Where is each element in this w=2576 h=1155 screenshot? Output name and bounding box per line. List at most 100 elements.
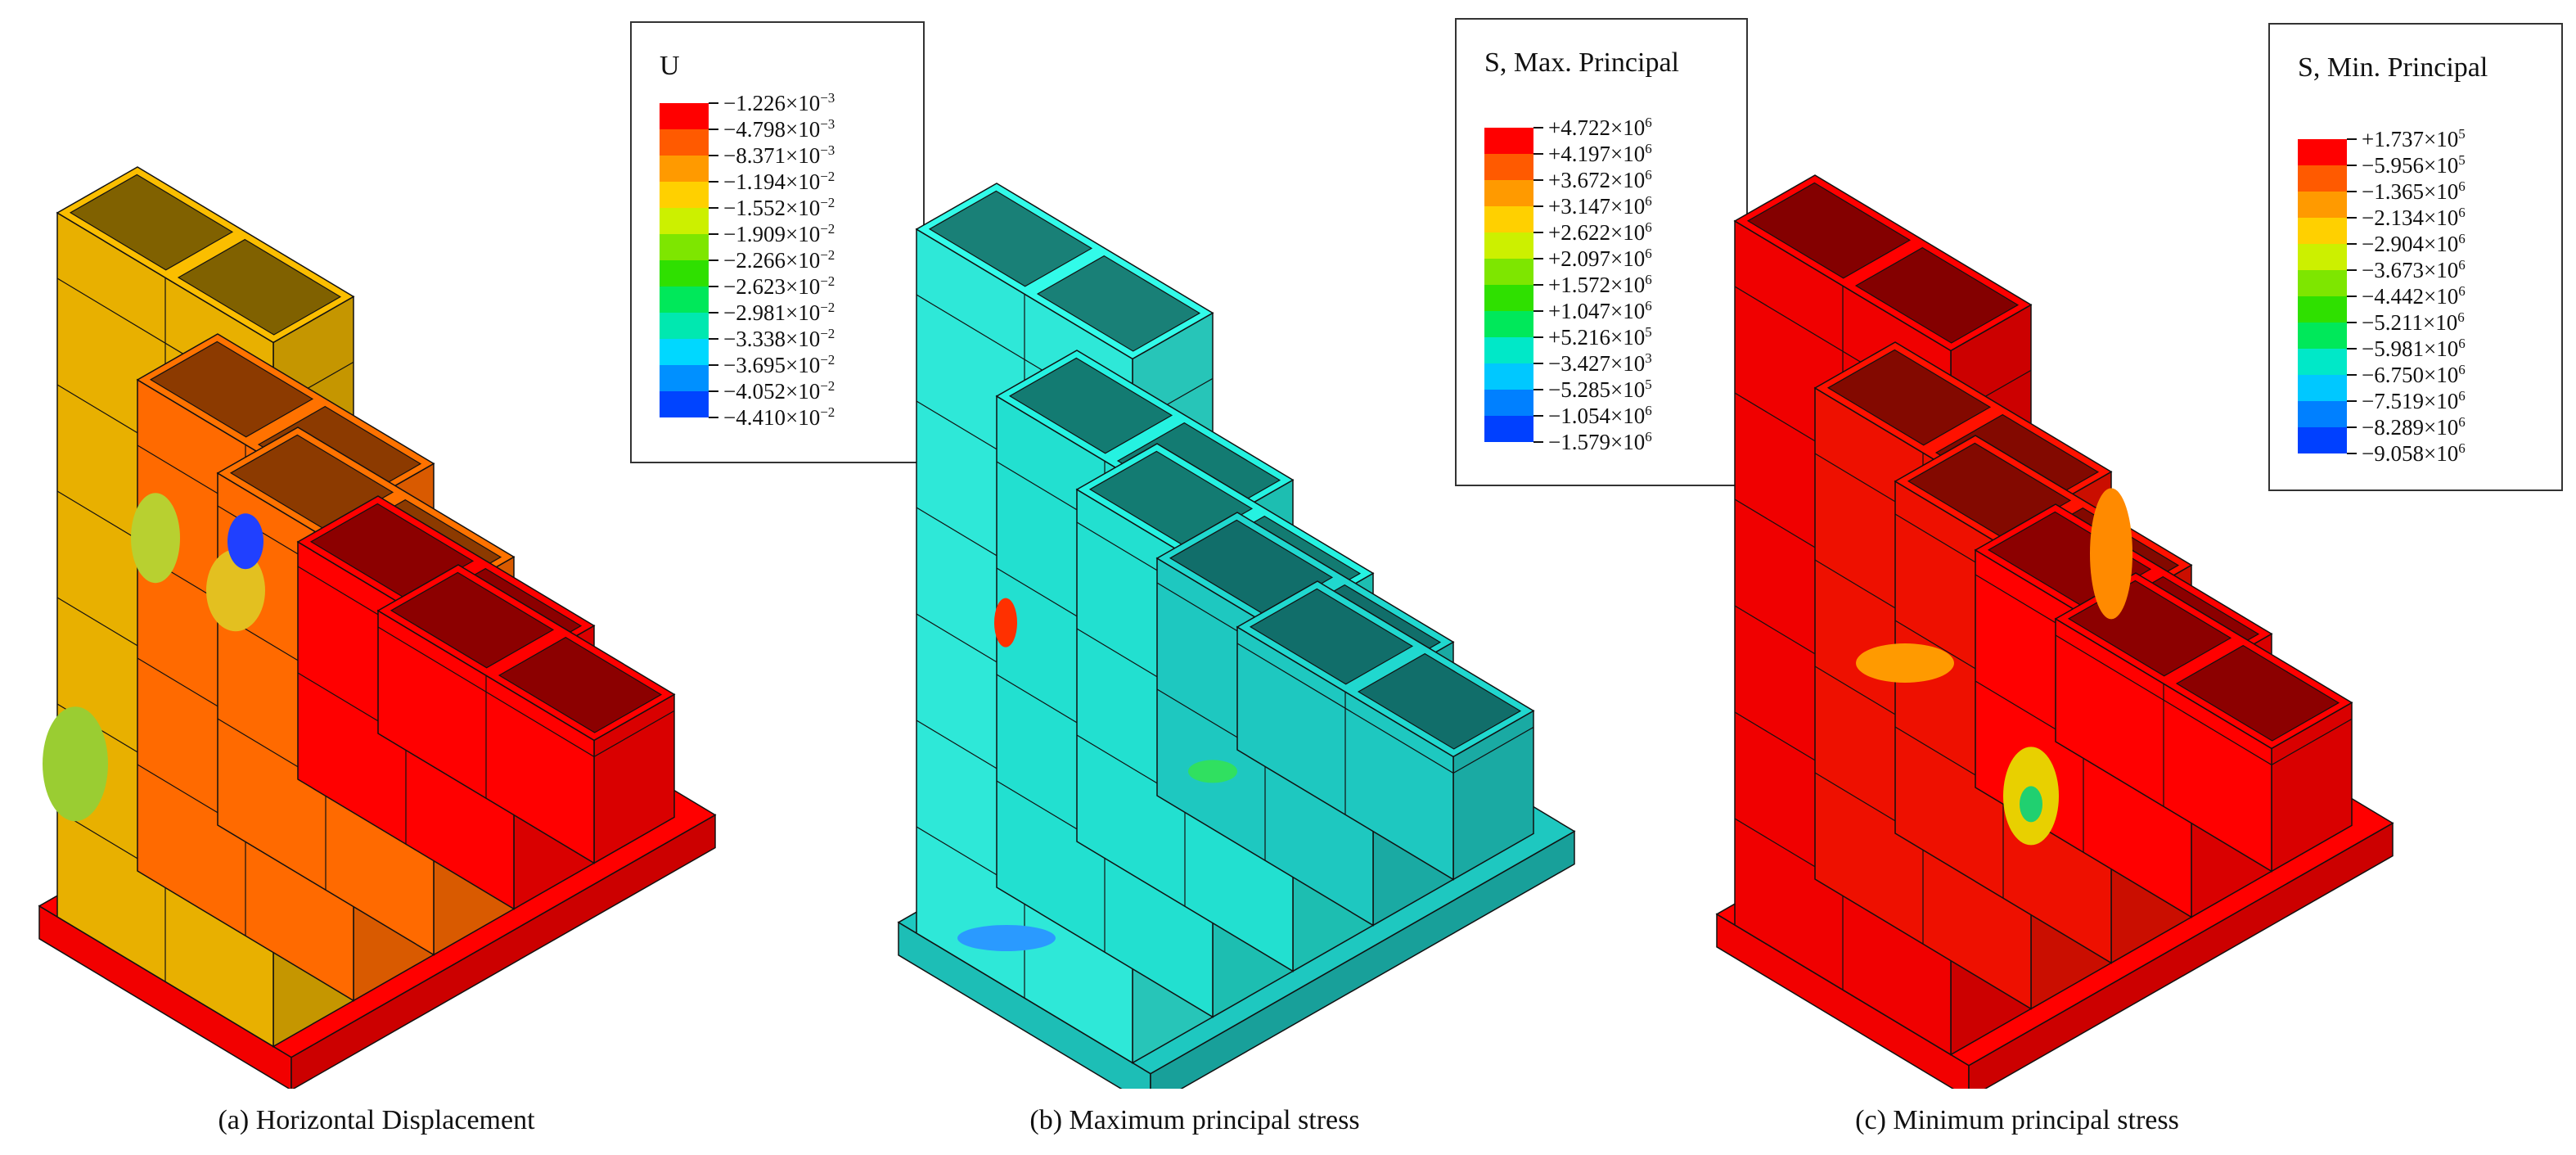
legend-value: −5.981×106 [2362, 336, 2466, 361]
legend-swatch [1484, 337, 1533, 363]
legend-swatch [660, 182, 709, 208]
legend-tick [709, 390, 718, 392]
legend-tick [709, 102, 718, 104]
legend-swatch [660, 339, 709, 365]
contour-blob [994, 598, 1017, 647]
legend-value: −3.673×106 [2362, 257, 2466, 282]
legend-tick [709, 286, 718, 287]
legend-tick [709, 129, 718, 130]
legend-tick [709, 338, 718, 340]
legend-swatch [660, 234, 709, 260]
contour-blob [227, 513, 263, 570]
legend-tick [709, 312, 718, 314]
legend-tick [1533, 441, 1543, 443]
legend-swatch [2298, 165, 2347, 192]
legend-title-b: S, Max. Principal [1484, 47, 1679, 78]
course-line [1236, 643, 1534, 774]
legend-tick [1533, 127, 1543, 129]
legend-swatch [660, 103, 709, 129]
legend-value: −1.365×106 [2362, 178, 2466, 204]
legend-swatch [1484, 259, 1533, 285]
legend-value: −4.442×106 [2362, 283, 2466, 309]
panel-a: U −1.226×10−3 −4.798×10−3 −8.371×10−3 −1.19… [0, 0, 925, 1155]
legend-swatch [1484, 128, 1533, 154]
legend-value: −1.579×106 [1548, 429, 1652, 454]
model-a [38, 166, 717, 1089]
contour-blob [43, 706, 108, 822]
contour-blob [957, 925, 1056, 951]
legend-swatch [1484, 363, 1533, 390]
legend-tick [709, 207, 718, 209]
legend-value: −9.058×106 [2362, 440, 2466, 466]
legend-value: +1.572×106 [1548, 272, 1652, 297]
legend-value: −6.750×106 [2362, 362, 2466, 387]
model-b [897, 183, 1576, 1089]
legend-tick [2347, 191, 2357, 192]
caption-a: (a) Horizontal Displacement [218, 1105, 535, 1135]
legend-swatch [2298, 427, 2347, 453]
hollow-cell [1008, 357, 1173, 454]
legend-tick [2347, 348, 2357, 350]
legend-value: +4.722×106 [1548, 115, 1652, 140]
legend-tick [709, 259, 718, 261]
hollow-cell [1036, 255, 1201, 352]
contour-blob [2020, 786, 2042, 823]
legend-swatch [660, 391, 709, 417]
legend-swatch [2298, 270, 2347, 296]
legend-swatch [1484, 390, 1533, 416]
legend-value: +1.047×106 [1548, 298, 1652, 323]
hollow-cell [390, 571, 555, 669]
legend-swatch [2298, 218, 2347, 244]
legend-swatch [660, 129, 709, 156]
panel-c: S, Min. Principal +1.737×105 −5.956×105 −1… [1645, 0, 2576, 1155]
legend-value: −4.410×10−2 [723, 404, 835, 430]
legend-value: +1.737×105 [2362, 126, 2466, 151]
legend-value: −8.371×10−3 [723, 142, 835, 168]
legend-tick [1533, 310, 1543, 312]
legend-value: +5.216×105 [1548, 324, 1652, 350]
legend-value: −2.981×10−2 [723, 300, 835, 325]
legend-swatch [660, 365, 709, 391]
legend-tick [1533, 336, 1543, 338]
hollow-cell [149, 341, 314, 438]
legend-swatch [2298, 401, 2347, 427]
panel-b: S, Max. Principal +4.722×106 +4.197×106 +3… [826, 0, 1768, 1155]
legend-value: −2.904×106 [2362, 231, 2466, 256]
contour-blob [131, 493, 180, 584]
legend-value: −4.798×10−3 [723, 116, 835, 142]
legend-swatch [2298, 323, 2347, 349]
legend-swatch [2298, 244, 2347, 270]
caption-c: (c) Minimum principal stress [1855, 1105, 2179, 1135]
legend-value: −2.623×10−2 [723, 273, 835, 299]
legend-swatch [660, 286, 709, 313]
legend-value: −5.285×105 [1548, 377, 1652, 402]
legend-value: −1.552×10−2 [723, 195, 835, 220]
legend-tick [709, 155, 718, 156]
legend-swatch [1484, 206, 1533, 232]
legend-value: −2.134×106 [2362, 205, 2466, 230]
legend-swatch [660, 156, 709, 182]
legend-swatch [2298, 192, 2347, 218]
legend-value: −3.695×10−2 [723, 352, 835, 377]
legend-swatch [1484, 232, 1533, 259]
legend-value: +2.097×106 [1548, 246, 1652, 271]
legend-value: +2.622×106 [1548, 219, 1652, 245]
legend-swatch [2298, 296, 2347, 323]
legend-tick [709, 364, 718, 366]
legend-swatch [2298, 139, 2347, 165]
legend-c: S, Min. Principal +1.737×105 −5.956×105 −1… [2268, 23, 2563, 491]
hollow-cell [498, 636, 663, 733]
legend-tick [1533, 363, 1543, 364]
legend-tick [1533, 415, 1543, 417]
legend-tick [2347, 322, 2357, 323]
hollow-cell [1746, 182, 1912, 279]
legend-value: −3.427×103 [1548, 350, 1652, 376]
legend-swatch [660, 208, 709, 234]
hollow-cell [928, 190, 1093, 287]
legend-tick [1533, 153, 1543, 155]
hollow-cell [1854, 246, 2020, 344]
hollow-cell [69, 174, 234, 271]
legend-tick [1533, 284, 1543, 286]
legend-value: −1.909×10−2 [723, 221, 835, 246]
legend-tick [2347, 426, 2357, 428]
